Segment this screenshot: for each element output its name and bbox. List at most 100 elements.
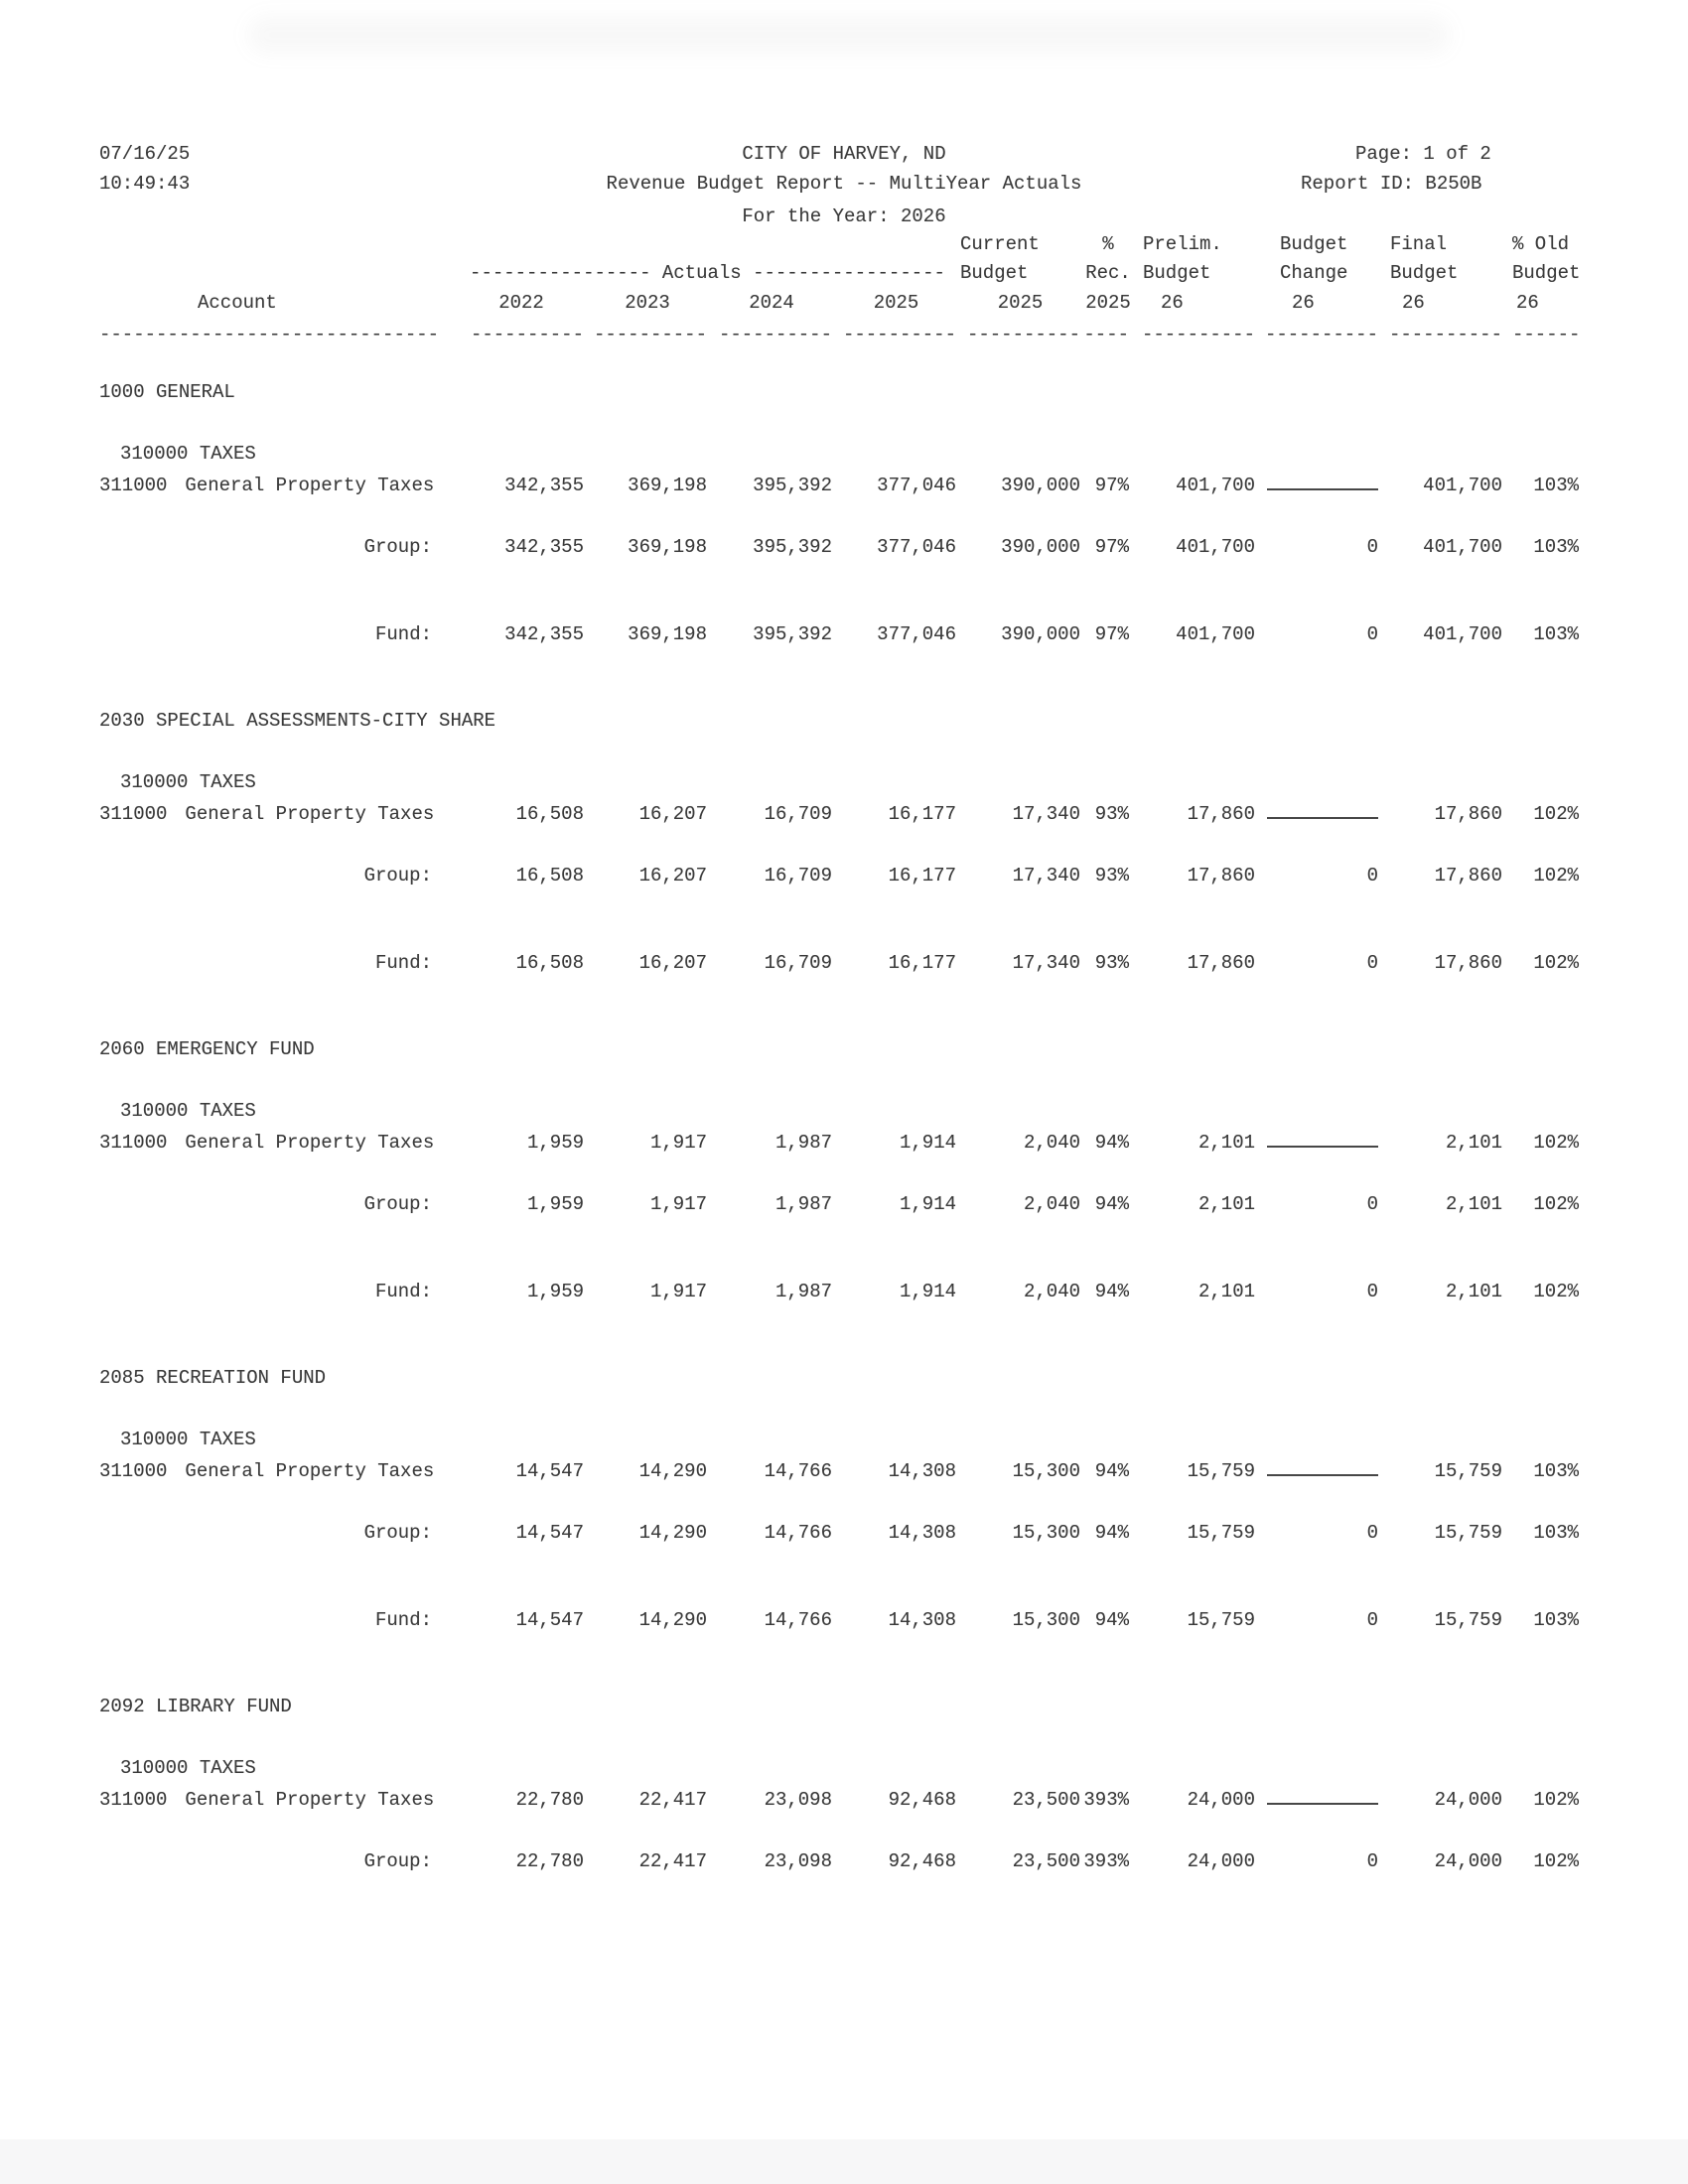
col-dashes: ---------- [593,324,707,345]
col-2025-header: 2025 [873,292,919,314]
report-time: 10:49:43 [99,173,191,195]
group-title: 310000 TAXES [120,443,256,465]
col-old-h1: % Old [1512,233,1570,255]
val-2025: 14,308 [888,1460,956,1482]
account-cell: 311000 General Property Taxes [99,1459,457,1483]
account-dashes: ------------------------------ [99,324,440,345]
val-prelim-budget: 401,700 [1176,623,1255,645]
val-budget-change: 0 [1366,865,1378,887]
group-total-label: Group: [363,865,432,887]
column-header-row-2: ---------------- Actuals ---------------… [99,261,1589,285]
col-old-h3: 26 [1516,292,1539,314]
fund-total-row: Fund: 1,959 1,917 1,987 1,914 2,040 94% … [99,1280,1589,1303]
val-2023: 14,290 [638,1460,707,1482]
val-2022: 16,508 [515,865,584,887]
val-pct-old-budget: 102% [1533,952,1579,974]
val-2025: 14,308 [888,1522,956,1544]
val-current-budget: 17,340 [1012,865,1080,887]
col-change-h3: 26 [1292,292,1315,314]
fund-title: 1000 GENERAL [99,381,235,403]
val-pct-rec: 93% [1094,952,1129,974]
val-final-budget: 24,000 [1434,1789,1502,1811]
col-old-h2: Budget [1512,262,1581,284]
group-total-label: Group: [363,1522,432,1544]
val-budget-change: 0 [1366,952,1378,974]
group-total-label: Group: [363,1850,432,1872]
val-2022: 1,959 [526,1132,584,1154]
col-rec-h1: % [1102,233,1114,255]
account-cell: 311000 General Property Taxes [99,802,457,826]
report-id: Report ID: B250B [1301,173,1482,195]
budget-change-blank-line [1267,802,1378,819]
val-prelim-budget: 15,759 [1187,1522,1255,1544]
col-dashes: ---------- [1264,324,1378,345]
fund-total-label: Fund: [374,1281,432,1302]
col-dashes: ------ [1512,324,1581,345]
val-final-budget: 2,101 [1445,1281,1502,1302]
scan-edge-band [0,2139,1688,2184]
val-final-budget: 401,700 [1423,536,1502,558]
col-account-header: Account [198,292,277,314]
col-2022-header: 2022 [498,292,544,314]
val-2023: 369,198 [628,475,707,496]
val-2024: 395,392 [753,623,832,645]
val-current-budget: 390,000 [1001,536,1080,558]
account-name: General Property Taxes [185,1460,435,1482]
page-number: Page: 1 of 2 [1355,143,1491,165]
val-pct-rec: 393% [1083,1789,1129,1811]
val-current-budget: 15,300 [1012,1522,1080,1544]
account-detail-row: 311000 General Property Taxes 22,780 22,4… [99,1788,1589,1812]
val-current-budget: 23,500 [1012,1789,1080,1811]
col-dashes: ---------- [718,324,832,345]
val-pct-rec: 93% [1094,803,1129,825]
val-budget-change: 0 [1366,1522,1378,1544]
val-2023: 14,290 [638,1609,707,1631]
account-name: General Property Taxes [185,1132,435,1154]
account-detail-row: 311000 General Property Taxes 16,508 16,2… [99,802,1589,826]
account-code: 311000 [99,1460,168,1482]
account-detail-row: 311000 General Property Taxes 14,547 14,2… [99,1459,1589,1483]
val-current-budget: 2,040 [1023,1281,1080,1302]
val-2025: 1,914 [899,1132,956,1154]
val-2022: 342,355 [504,536,584,558]
val-pct-old-budget: 102% [1533,1850,1579,1872]
val-2024: 1,987 [774,1281,832,1302]
column-header-row-1: Current % Prelim. Budget Final % Old [99,232,1589,256]
val-budget-change: 0 [1366,1609,1378,1631]
fund-total-label: Fund: [374,623,432,645]
val-budget-change [1257,1788,1380,1812]
group-title: 310000 TAXES [120,1100,256,1122]
val-pct-old-budget: 102% [1533,1193,1579,1215]
account-name: General Property Taxes [185,1789,435,1811]
account-cell: 311000 General Property Taxes [99,474,457,497]
val-2024: 14,766 [764,1609,832,1631]
val-final-budget: 401,700 [1423,475,1502,496]
val-prelim-budget: 2,101 [1197,1281,1255,1302]
column-header-row-3: Account 2022 2023 2024 2025 2025 2025 26… [99,291,1589,315]
val-prelim-budget: 17,860 [1187,803,1255,825]
val-current-budget: 17,340 [1012,952,1080,974]
val-pct-old-budget: 102% [1533,1789,1579,1811]
val-2023: 22,417 [638,1789,707,1811]
header-line-1: 07/16/25 CITY OF HARVEY, ND Page: 1 of 2 [99,142,1589,166]
val-current-budget: 15,300 [1012,1609,1080,1631]
col-change-h2: Change [1280,262,1348,284]
budget-change-blank-line [1267,1459,1378,1476]
report-date: 07/16/25 [99,143,191,165]
val-pct-old-budget: 103% [1533,1609,1579,1631]
account-name: General Property Taxes [185,475,435,496]
group-total-row: Group: 1,959 1,917 1,987 1,914 2,040 94%… [99,1192,1589,1216]
report-year: For the Year: 2026 [742,205,946,227]
val-final-budget: 15,759 [1434,1522,1502,1544]
budget-change-blank-line [1267,474,1378,490]
val-current-budget: 15,300 [1012,1460,1080,1482]
val-2022: 1,959 [526,1193,584,1215]
group-title: 310000 TAXES [120,1429,256,1450]
col-final-h2: Budget [1390,262,1459,284]
group-total-label: Group: [363,1193,432,1215]
fund-title: 2092 LIBRARY FUND [99,1696,292,1717]
group-total-label: Group: [363,536,432,558]
val-2025: 16,177 [888,803,956,825]
report-page: 07/16/25 CITY OF HARVEY, ND Page: 1 of 2… [99,142,1589,1872]
fund-total-label: Fund: [374,952,432,974]
